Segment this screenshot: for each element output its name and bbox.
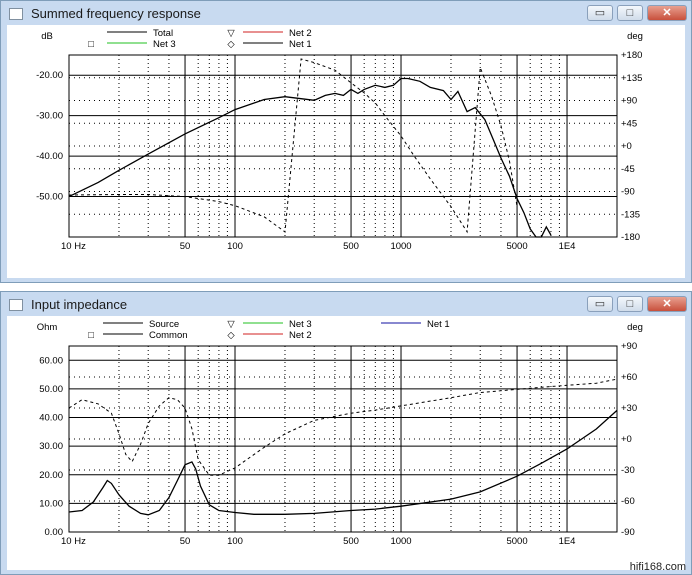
x-tick-label: 50 [180,536,191,547]
legend-marker: ▽ [227,28,235,39]
close-button[interactable]: ✕ [647,5,687,21]
y2-tick-label: -180 [621,232,640,243]
y2-tick-label: +180 [621,50,642,61]
x-tick-label: 1E4 [559,241,576,252]
chart-area: -20.00 -30.00 -40.00 -50.00 +180 +135 +90 +45 +0… [7,25,685,278]
y-tick-label: 0.00 [45,527,64,538]
titlebar[interactable]: Input impedance ▭ □ ✕ [1,292,691,318]
chart-window-icon [9,299,23,311]
series-line [68,409,618,516]
y-tick-label: -40.00 [36,151,63,162]
legend-label: Net 3 [289,319,312,330]
y2-tick-label: -90 [621,187,635,198]
y-tick-label: 20.00 [39,470,63,481]
maximize-button[interactable]: □ [617,296,643,312]
chart-window-icon [9,8,23,20]
x-tick-label: 10 Hz [61,241,86,252]
x-tick-label: 5000 [506,241,527,252]
y2-tick-label: -60 [621,496,635,507]
legend-label: Net 3 [153,39,176,50]
x-tick-label: 500 [343,241,359,252]
y-tick-label: 60.00 [39,355,63,366]
close-button[interactable]: ✕ [647,296,687,312]
x-tick-label: 100 [227,241,243,252]
freq-response-window: Summed frequency response ▭ □ ✕ -20.00 -3… [0,0,692,283]
y2-tick-label: +0 [621,434,632,445]
x-tick-label: 5000 [506,536,527,547]
x-tick-label: 500 [343,536,359,547]
legend-label: Net 2 [289,28,312,39]
y2-tick-label: -45 [621,164,635,175]
plot-frame [68,54,618,238]
y-axis-unit: Ohm [37,322,58,333]
legend-label: Net 2 [289,330,312,341]
y-tick-label: 40.00 [39,413,63,424]
y2-tick-label: -30 [621,465,635,476]
y2-axis-unit: deg [627,31,643,42]
minimize-button[interactable]: ▭ [587,296,613,312]
y-tick-label: 50.00 [39,384,63,395]
y-tick-label: -20.00 [36,70,63,81]
plot-frame [68,345,618,533]
series-line [68,77,552,238]
y2-tick-label: -90 [621,527,635,538]
x-tick-label: 1000 [390,241,411,252]
watermark: hifi168.com [629,561,686,573]
y-tick-label: 30.00 [39,441,63,452]
y2-tick-label: +45 [621,118,637,129]
legend-marker: ▽ [227,319,235,330]
legend-marker: ◇ [227,330,235,341]
y2-tick-label: +60 [621,372,637,383]
maximize-button[interactable]: □ [617,5,643,21]
titlebar[interactable]: Summed frequency response ▭ □ ✕ [1,1,691,27]
y2-tick-label: +90 [621,341,637,352]
legend-marker: ◇ [227,39,235,50]
x-tick-label: 10 Hz [61,536,86,547]
y2-axis-unit: deg [627,322,643,333]
y2-tick-label: -135 [621,209,640,220]
y-axis-unit: dB [41,31,53,42]
x-tick-label: 100 [227,536,243,547]
y-tick-label: -50.00 [36,192,63,203]
y-tick-label: -30.00 [36,111,63,122]
legend-label: Net 1 [427,319,450,330]
x-tick-label: 1000 [390,536,411,547]
legend-label: Net 1 [289,39,312,50]
y2-tick-label: +0 [621,141,632,152]
series-line [68,378,618,476]
legend-marker: □ [88,39,94,50]
y2-tick-label: +30 [621,403,637,414]
series-line [68,58,518,234]
legend-marker: □ [88,330,94,341]
legend-label: Source [149,319,179,330]
legend-label: Common [149,330,188,341]
freq-response-chart: -20.00 -30.00 -40.00 -50.00 +180 +135 +90 +45 +0… [36,28,643,252]
x-tick-label: 1E4 [559,536,576,547]
window-title: Input impedance [31,297,128,312]
y2-tick-label: +135 [621,73,642,84]
chart-area: 60.00 50.00 40.00 30.00 20.00 10.00 0.00 +90 +60… [7,316,685,570]
legend-label: Total [153,28,173,39]
window-title: Summed frequency response [31,6,201,21]
y-tick-label: 10.00 [39,498,63,509]
impedance-chart: 60.00 50.00 40.00 30.00 20.00 10.00 0.00 +90 +60… [37,319,643,547]
minimize-button[interactable]: ▭ [587,5,613,21]
impedance-window: Input impedance ▭ □ ✕ 60.00 50.00 40.00 30.… [0,291,692,575]
y2-tick-label: +90 [621,96,637,107]
x-tick-label: 50 [180,241,191,252]
